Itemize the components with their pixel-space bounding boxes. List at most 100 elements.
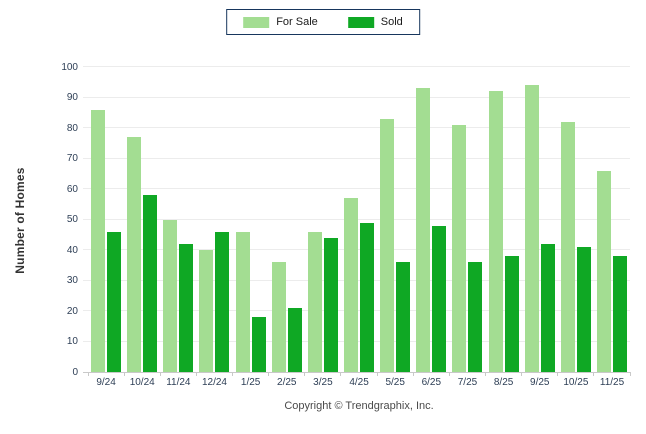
bar-for-sale-2/25 [271, 262, 286, 372]
bar-sold-2/25 [287, 307, 302, 372]
y-tick-label: 50 [66, 214, 78, 225]
gridline [83, 66, 630, 67]
x-tick-mark [123, 372, 125, 376]
bar-for-sale-1/25 [235, 231, 250, 372]
y-tick-label: 0 [72, 366, 78, 378]
x-tick-label: 7/25 [457, 377, 478, 388]
bar-for-sale-11/25 [597, 170, 612, 372]
x-tick-label: 11/24 [166, 377, 191, 388]
bar-sold-9/24 [107, 231, 122, 372]
bar-group-5/25 [377, 67, 413, 372]
bar-sold-1/25 [251, 317, 266, 372]
x-tick-label: 9/24 [96, 377, 116, 388]
bar-for-sale-9/24 [91, 109, 106, 372]
y-tick-label: 100 [61, 61, 78, 73]
bar-for-sale-10/25 [560, 121, 575, 372]
bar-group-9/25 [522, 67, 558, 372]
x-tick-mark [340, 372, 342, 376]
bar-sold-10/24 [143, 195, 158, 372]
x-tick-mark [448, 372, 450, 376]
bar-group-3/25 [305, 67, 341, 372]
bar-sold-9/25 [540, 243, 555, 372]
x-tick-mark [412, 372, 414, 376]
x-tick-label: 6/25 [421, 377, 442, 388]
bar-for-sale-3/25 [307, 231, 322, 372]
bar-group-11/25 [594, 67, 630, 372]
y-tick-label: 20 [66, 305, 78, 317]
x-tick-label: 5/25 [385, 377, 405, 388]
y-tick-label: 30 [66, 275, 78, 286]
bar-group-11/24 [160, 67, 196, 372]
x-tick-mark [87, 372, 89, 376]
bar-group-10/24 [124, 67, 160, 372]
chart-legend: For Sale Sold [226, 9, 420, 35]
bar-sold-10/25 [576, 246, 591, 372]
bar-group-10/25 [558, 67, 594, 372]
bar-for-sale-6/25 [416, 88, 431, 372]
y-tick-label: 70 [66, 153, 78, 164]
y-tick-label: 80 [66, 122, 78, 134]
bar-sold-3/25 [323, 237, 338, 372]
bar-sold-6/25 [432, 225, 447, 372]
bar-group-4/25 [341, 67, 377, 372]
bar-group-6/25 [413, 67, 449, 372]
bar-for-sale-4/25 [344, 198, 359, 372]
x-tick-label: 2/25 [277, 377, 297, 388]
x-tick-label: 3/25 [313, 377, 333, 388]
gridline [83, 157, 630, 159]
bar-group-8/25 [486, 67, 522, 372]
bar-group-1/25 [233, 67, 269, 372]
bar-for-sale-9/25 [524, 85, 539, 372]
bar-sold-4/25 [360, 222, 375, 372]
copyright-text: Copyright © Trendgraphix, Inc. [284, 400, 434, 412]
bar-for-sale-11/24 [163, 219, 178, 372]
bar-group-12/24 [196, 67, 232, 372]
x-tick-mark [159, 372, 161, 376]
bar-sold-8/25 [504, 256, 519, 372]
y-tick-label: 60 [66, 183, 78, 195]
x-tick-mark [268, 372, 270, 376]
y-tick-label: 90 [66, 92, 78, 103]
x-tick-mark [521, 372, 523, 376]
y-tick-label: 10 [66, 336, 78, 347]
bars-container [88, 67, 630, 372]
legend-label-for-sale: For Sale [276, 16, 318, 28]
sold-swatch-icon [347, 16, 374, 28]
x-tick-label: 9/25 [530, 377, 550, 388]
y-axis-title: Number of Homes [13, 167, 27, 274]
x-tick-label: 4/25 [349, 377, 369, 388]
gridline [83, 96, 630, 98]
bar-group-2/25 [269, 67, 305, 372]
bar-for-sale-8/25 [488, 91, 503, 372]
x-tick-label: 8/25 [493, 377, 514, 388]
x-tick-mark [593, 372, 595, 376]
x-tick-label: 10/25 [563, 377, 589, 388]
x-tick-label: 12/24 [201, 377, 227, 388]
plot-area [83, 66, 631, 376]
gridline [83, 127, 630, 128]
x-tick-mark [232, 372, 234, 376]
x-tick-mark [629, 372, 631, 376]
for-sale-swatch-icon [243, 16, 270, 28]
bar-for-sale-10/24 [127, 137, 142, 372]
bar-group-9/24 [88, 67, 124, 372]
legend-item-for-sale: For Sale [243, 16, 318, 28]
bar-for-sale-7/25 [452, 124, 467, 372]
bar-sold-5/25 [396, 262, 411, 372]
bar-for-sale-12/24 [199, 250, 214, 372]
x-tick-mark [557, 372, 559, 376]
x-tick-label: 1/25 [240, 377, 261, 388]
legend-label-sold: Sold [380, 16, 403, 28]
bar-sold-11/24 [179, 243, 194, 372]
x-tick-mark [195, 372, 197, 376]
x-tick-label: 10/24 [129, 377, 155, 388]
bar-sold-7/25 [468, 262, 483, 372]
legend-item-sold: Sold [347, 16, 403, 28]
x-axis-line [83, 372, 630, 373]
x-tick-mark [304, 372, 306, 376]
bar-for-sale-5/25 [380, 118, 395, 372]
x-tick-label: 11/25 [599, 377, 625, 388]
x-axis-tick-labels: 9/24 10/24 11/24 12/24 1/25 2/25 3/25 4/25 5/25 6… [88, 377, 630, 388]
x-tick-mark [484, 372, 486, 376]
